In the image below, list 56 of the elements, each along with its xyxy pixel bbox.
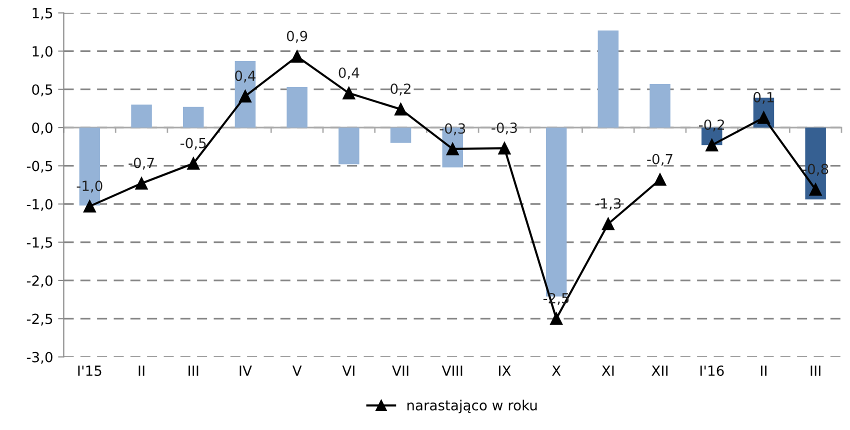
data-label: -0,7: [128, 158, 154, 170]
x-tick-label: III: [188, 366, 198, 376]
x-tick-label: II: [138, 366, 144, 376]
x-tick-label: XII: [652, 366, 668, 376]
data-label: 0,2: [390, 84, 410, 96]
legend-label: narastająco w roku: [407, 400, 537, 414]
bar: [183, 106, 204, 128]
data-label: 0,4: [338, 67, 360, 80]
y-tick-label: 1,5: [32, 8, 52, 20]
point: [654, 173, 666, 186]
y-tick-label: -1,5: [26, 237, 52, 250]
point: [187, 157, 200, 170]
point: [290, 50, 304, 63]
data-label: -0,7: [647, 154, 672, 166]
x-tick-label: III: [810, 366, 820, 376]
y-tick-label: -2,0: [26, 275, 52, 288]
x-tick-label: XI: [602, 366, 614, 376]
data-label: -1,3: [595, 198, 621, 210]
bar: [390, 128, 412, 143]
x-tick-label: VIII: [442, 366, 462, 376]
y-tick-label: -0,5: [26, 160, 52, 173]
y-tick-label: -2,5: [26, 314, 52, 326]
point: [809, 183, 822, 196]
data-label: -0,3: [440, 123, 466, 136]
point: [706, 138, 718, 152]
point: [135, 177, 148, 190]
x-tick-label: X: [552, 366, 561, 376]
x-tick-label: I'16: [700, 365, 724, 376]
y-tick-label: 0,5: [32, 84, 52, 96]
y-tick-label: -3,0: [26, 352, 52, 364]
y-tick-label: -1,0: [26, 198, 52, 211]
x-tick-label: VI: [342, 366, 354, 376]
bar: [286, 87, 308, 128]
data-label: 0,4: [235, 70, 256, 82]
bar: [650, 84, 670, 128]
x-tick-label: IV: [240, 366, 252, 376]
x-tick-label: IX: [499, 366, 511, 376]
x-tick-label: VII: [392, 366, 408, 376]
point: [342, 86, 356, 100]
point: [602, 218, 614, 230]
bar: [131, 104, 152, 128]
bar: [598, 30, 619, 128]
point: [550, 312, 563, 325]
point: [394, 102, 408, 116]
bar: [338, 128, 360, 164]
data-label: 0,9: [286, 30, 308, 43]
x-tick-label: I'15: [78, 366, 102, 376]
x-tick-label: V: [292, 366, 302, 376]
x-tick-label: II: [760, 366, 766, 376]
point: [238, 90, 252, 102]
data-label: -0,3: [492, 122, 517, 134]
data-label: -0,5: [180, 138, 206, 150]
point: [498, 142, 511, 154]
point: [83, 200, 96, 213]
y-tick-label: 0,0: [32, 122, 52, 134]
y-tick-label: 1,0: [32, 46, 52, 58]
